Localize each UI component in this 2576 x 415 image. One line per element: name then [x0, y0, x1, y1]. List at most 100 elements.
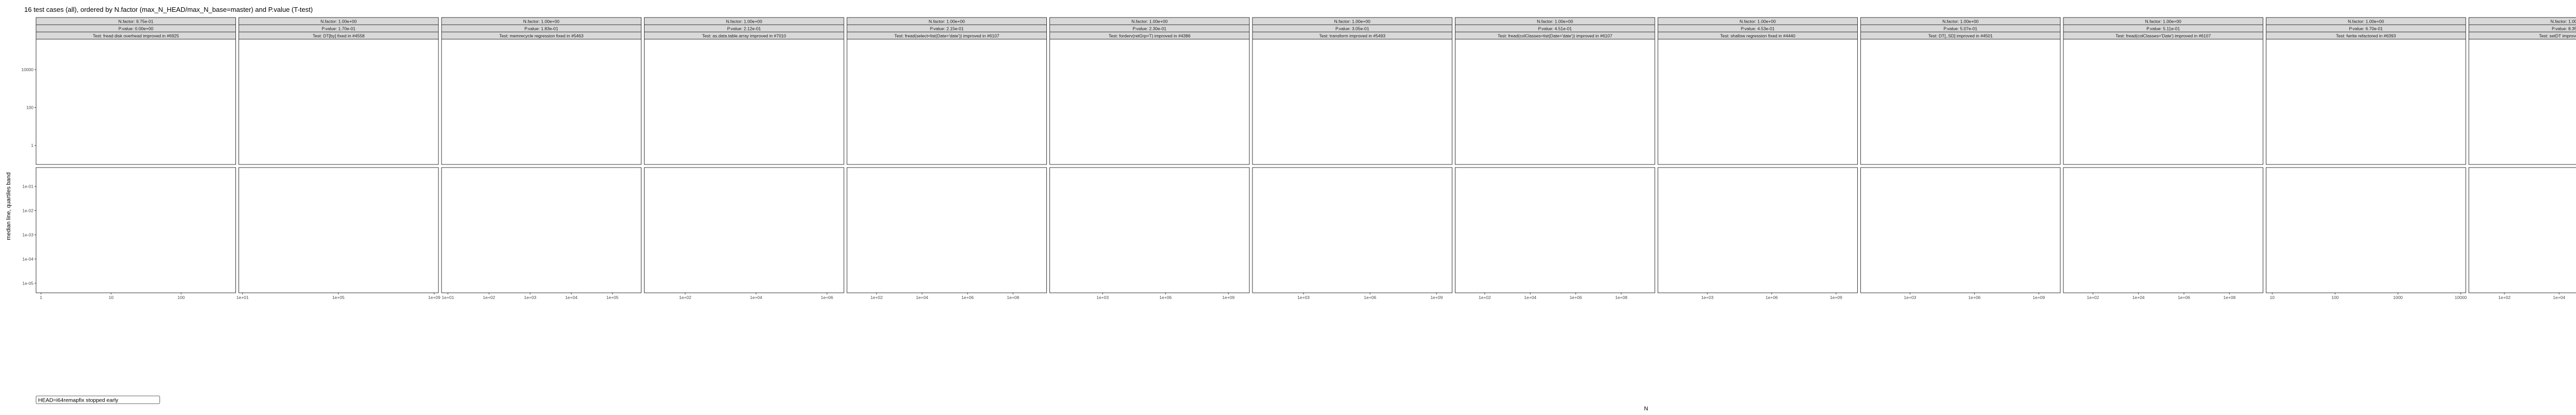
x-tick-label: 1e+06 — [1968, 295, 1980, 300]
x-tick-label: 1e+05 — [332, 295, 345, 300]
x-tick-label: 1e+06 — [821, 295, 833, 300]
strip-test: Test: DT[by] fixed in #4558 — [313, 33, 365, 38]
x-tick-label: 10000 — [2455, 295, 2467, 300]
panel-border — [2063, 167, 2263, 293]
x-tick-label: 100 — [2331, 295, 2338, 300]
panel-seconds: SlowHEAD=i64remapfixFastCRAN=1.17.4base=… — [1049, 167, 1250, 300]
x-tick-label: 10 — [2270, 295, 2275, 300]
panel-kilobytes: FastHEAD=i64remapfixCRAN=1.17.4base=mast… — [1252, 39, 1452, 165]
panel-border — [2266, 167, 2466, 293]
panel-border — [1455, 167, 1655, 293]
x-tick-label: 1e+06 — [2178, 295, 2190, 300]
facet-panels: N.factor: 9.75e-01 P.value: 0.00e+00 Test:… — [21, 17, 2576, 300]
x-tick-label: 1e+04 — [565, 295, 578, 300]
x-tick-label: 1e+04 — [2132, 295, 2145, 300]
x-tick-label: 1e+06 — [1364, 295, 1376, 300]
strip-pvalue: P.value: 5.11e-01 — [2146, 26, 2180, 31]
panel-border — [1455, 39, 1655, 165]
strip-nfactor: N.factor: 1.00e+00 — [320, 19, 357, 24]
panel-border — [2063, 39, 2263, 165]
panel-seconds: SlowHEAD=i64remapfixFastbase=masterCRAN=… — [1252, 167, 1452, 300]
panel-border — [2468, 39, 2576, 165]
panel-seconds: CRAN=1.17.4PRHEAD=i64remapfixbase=master… — [2266, 167, 2467, 300]
facet-panel: N.factor: 1.00e+00 P.value: 6.70e-01 Test:… — [2266, 17, 2467, 300]
panel-seconds: base=masterCRAN=1.17.4FastSlowHEAD=i64re… — [1860, 167, 2061, 300]
x-tick-label: 1e+02 — [679, 295, 691, 300]
x-tick-label: 1e+05 — [606, 295, 619, 300]
x-tick-label: 1e+06 — [1570, 295, 1582, 300]
strip-pvalue: P.value: 3.05e-01 — [1335, 26, 1369, 31]
panel-border — [239, 167, 439, 293]
x-tick-label: 1e+09 — [2032, 295, 2045, 300]
facet-panel: N.factor: 1.00e+00 P.value: 1.70e-01 Test:… — [236, 17, 440, 300]
x-tick-label: 1e+03 — [1096, 295, 1109, 300]
strip-pvalue: P.value: 6.70e-01 — [2349, 26, 2383, 31]
x-tick-label: 1 — [40, 295, 42, 300]
panel-border — [1252, 39, 1452, 165]
x-tick-label: 1e+09 — [1830, 295, 1842, 300]
panel-seconds: RegressionHEAD=i64remapfixCRAN=1.17.4bas… — [1657, 167, 1858, 300]
panel-border — [1252, 167, 1452, 293]
x-tick-label: 1e+03 — [1297, 295, 1310, 300]
panel-kilobytes: HEAD=i64remapfixCRAN=1.17.4base=masterFa… — [2468, 39, 2576, 165]
x-tick-label: 1e+02 — [870, 295, 883, 300]
panel-kilobytes: FastHEAD=i64remapfixCRAN=1.17.4base=mast… — [644, 39, 844, 165]
x-tick-label: 1e+08 — [1007, 295, 1019, 300]
x-tick-label: 1e+06 — [1766, 295, 1778, 300]
panel-kilobytes: FastSlowHEAD=i64remapfixCRAN=1.17.4base=… — [1049, 39, 1250, 165]
note-box — [36, 395, 160, 404]
x-tick-label: 1e+02 — [483, 295, 495, 300]
facet-panel: N.factor: 1.00e+00 P.value: 4.51e-01 Test:… — [1455, 17, 1655, 300]
facet-panel: N.factor: 1.00e+00 P.value: 4.53e-01 Test:… — [1657, 17, 1858, 300]
panel-border — [36, 39, 236, 165]
panel-kilobytes: FastHEAD=i64remapfixCRAN=1.17.4base=mast… — [441, 39, 641, 165]
facet-panel: N.factor: 1.00e+00 P.value: 2.30e-01 Test:… — [1049, 17, 1250, 300]
y-tick-label: 1e-02 — [22, 208, 33, 213]
facet-panel: N.factor: 1.00e+00 P.value: 2.15e-01 Test:… — [846, 17, 1047, 300]
strip-test: Test: fread(colClasses=list(Date='date')… — [1498, 33, 1613, 38]
strip-test: Test: memrecycle regression fixed in #54… — [499, 33, 584, 38]
strip-nfactor: N.factor: 1.00e+00 — [1942, 19, 1978, 24]
strip-pvalue: P.value: 1.70e-01 — [321, 26, 355, 31]
facet-panel: N.factor: 1.00e+00 P.value: 5.07e-01 Test:… — [1860, 17, 2061, 300]
panel-border — [36, 167, 236, 293]
panel-border — [1860, 39, 2061, 165]
y-tick-label: 1e-03 — [22, 232, 33, 237]
panel-seconds: HEAD=i64remapfixCRAN=1.17.4base=masterSl… — [846, 167, 1047, 300]
x-tick-label: 1e+09 — [1222, 295, 1234, 300]
x-tick-label: 1e+01 — [442, 295, 454, 300]
x-tick-label: 1e+09 — [1430, 295, 1443, 300]
x-tick-label: 1e+04 — [1524, 295, 1536, 300]
panel-border — [2468, 167, 2576, 293]
y-tick-label: 1e-05 — [22, 280, 33, 286]
panel-border — [239, 39, 439, 165]
strip-nfactor: N.factor: 1.00e+00 — [2348, 19, 2384, 24]
panel-kilobytes: FastHEAD=i64remapfixCRAN=1.17.4base=mast… — [1455, 39, 1655, 165]
x-tick-label: 1e+02 — [1479, 295, 1491, 300]
y-tick-label: 100 — [26, 105, 33, 110]
x-tick-label: 1e+03 — [524, 295, 536, 300]
panel-seconds: FastCRAN=1.17.4base=masterHEAD=i64remapf… — [644, 167, 844, 300]
facet-panel: N.factor: 9.75e-01 P.value: 0.00e+00 Test:… — [21, 17, 236, 300]
strip-pvalue: P.value: 8.35e-01 — [2552, 26, 2576, 31]
panel-border — [846, 39, 1047, 165]
strip-test: Test: setDT improved in #5427 — [2539, 33, 2576, 38]
panel-seconds: base=masterFastSlowCRAN=1.17.4HEAD=i64re… — [22, 167, 236, 300]
strip-pvalue: P.value: 2.15e-01 — [930, 26, 964, 31]
strip-pvalue: P.value: 1.83e-01 — [524, 26, 558, 31]
panel-kilobytes: FixedHEAD=i64remapfixCRAN=1.17.4base=mas… — [239, 39, 439, 165]
strip-test: Test: forderv(retGrp=T) improved in #438… — [1109, 33, 1191, 38]
panel-border — [1657, 167, 1858, 293]
strip-nfactor: N.factor: 1.00e+00 — [929, 19, 965, 24]
x-tick-label: 10 — [109, 295, 114, 300]
facet-panel: N.factor: 1.00e+00 P.value: 2.12e-01 Test:… — [644, 17, 844, 300]
strip-nfactor: N.factor: 9.75e-01 — [118, 19, 154, 24]
facet-panel: N.factor: 1.00e+00 P.value: 5.11e-01 Test:… — [2063, 17, 2263, 300]
panel-border — [1860, 167, 2061, 293]
x-tick-label: 1e+08 — [1615, 295, 1628, 300]
x-tick-label: 1e+04 — [750, 295, 762, 300]
panel-border — [441, 39, 641, 165]
panel-kilobytes: Fastbase=masterSlowHEAD=i64remapfixCRAN=… — [21, 39, 236, 165]
panel-kilobytes: FastHEAD=i64remapfixCRAN=1.17.4base=mast… — [846, 39, 1047, 165]
